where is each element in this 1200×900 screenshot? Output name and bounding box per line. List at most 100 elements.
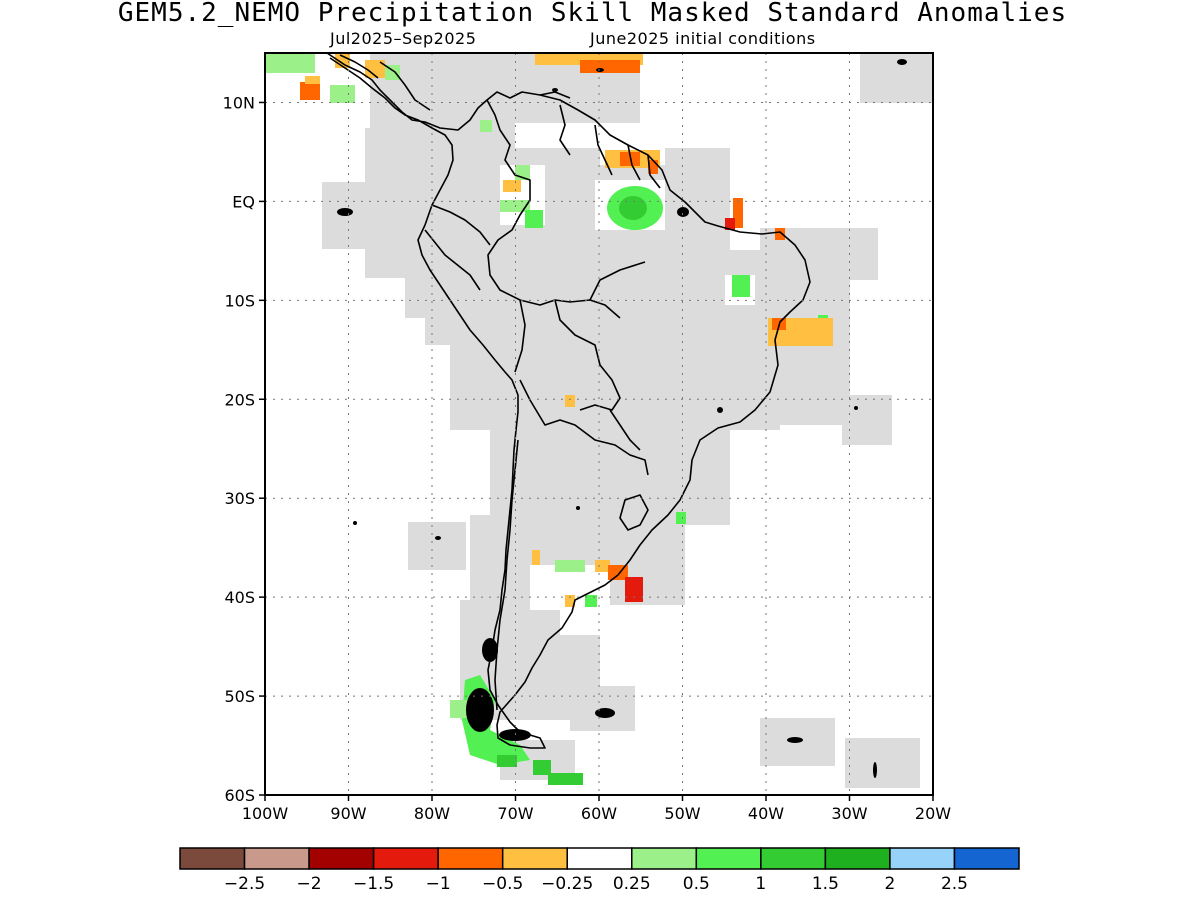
x-tick-label: 100W (242, 804, 289, 823)
islands (337, 59, 907, 778)
colorbar-swatch (179, 847, 246, 870)
x-tick-label: 80W (414, 804, 450, 823)
island (873, 762, 877, 778)
island (717, 407, 723, 413)
anomaly-patch (625, 577, 643, 602)
colorbar-swatch (631, 847, 698, 870)
country-border (647, 154, 661, 189)
y-tick-label: 10S (224, 291, 255, 310)
colorbar-label: 2.5 (941, 874, 968, 894)
colorbar: −2.5 −2 −1.5 −1 −0.5 −0.25 0.25 0.5 1 1.5 2 2.5 (179, 847, 1020, 894)
colorbar-label: −0.5 (482, 874, 523, 894)
colorbar-label: −1 (426, 874, 451, 894)
colorbar-swatch (953, 847, 1020, 870)
mask-region (490, 420, 730, 525)
country-border (431, 204, 491, 246)
anomaly-patch (648, 160, 658, 174)
x-tick-label: 60W (581, 804, 617, 823)
country-border (514, 299, 526, 373)
anomaly-patch (503, 180, 521, 192)
colorbar-label: −0.25 (541, 874, 593, 894)
island (435, 536, 441, 540)
anomaly-patch (305, 76, 320, 84)
anomaly-patch (533, 760, 551, 775)
colorbar-label: −2 (297, 874, 322, 894)
continent-coastline (326, 53, 811, 749)
mask-region (408, 522, 466, 570)
map-area (265, 53, 933, 795)
south-georgia-island (787, 737, 803, 743)
colorbar-label: 0.5 (683, 874, 710, 894)
falkland-islands (595, 708, 615, 718)
island (854, 406, 858, 410)
anomaly-patch (365, 60, 385, 78)
anomaly-patch (497, 755, 517, 767)
colorbar-label: 1.5 (812, 874, 839, 894)
y-tick-label: EQ (232, 192, 255, 211)
mask-region (845, 738, 920, 788)
country-border (589, 261, 646, 301)
y-tick-label: 20S (224, 390, 255, 409)
country-border (619, 494, 649, 531)
country-border (519, 379, 649, 476)
country-border (594, 124, 613, 176)
island (576, 506, 580, 510)
country-border (424, 229, 481, 291)
x-tick-label: 70W (497, 804, 533, 823)
y-tick-label: 30S (224, 489, 255, 508)
central-america-coast (379, 61, 431, 111)
colorbar-swatch (243, 847, 310, 870)
island (596, 68, 604, 72)
colorbar-swatch (501, 847, 568, 870)
anomaly-patch (595, 560, 610, 572)
country-border (494, 439, 519, 711)
colorbar-label: 2 (885, 874, 896, 894)
colorbar-label: −1.5 (353, 874, 394, 894)
x-tick-label: 20W (915, 804, 951, 823)
colorbar-label: 1 (755, 874, 766, 894)
anomaly-patch (450, 700, 468, 718)
central-america-coast (339, 54, 379, 79)
x-tick-label: 40W (748, 804, 784, 823)
anomaly-patch (733, 198, 743, 228)
country-border (486, 99, 621, 319)
forecast-period: Jul2025–Sep2025 (330, 29, 477, 48)
anomaly-patch (580, 60, 640, 73)
colorbar-swatch (566, 847, 633, 870)
island (677, 207, 689, 217)
island (353, 521, 357, 525)
x-tick-label: 90W (330, 804, 366, 823)
country-border (559, 104, 571, 156)
country-border (554, 299, 621, 411)
y-tick-label: 40S (224, 588, 255, 607)
anomaly-patch (676, 512, 686, 524)
anomaly-patch (585, 595, 597, 607)
mask-region (450, 330, 780, 430)
x-tick-label: 30W (831, 804, 867, 823)
map-title: GEM5.2_NEMO Precipitation Skill Masked S… (117, 0, 1068, 28)
y-tick-label: 60S (224, 786, 255, 805)
longitude-axis: 100W 90W 80W 70W 60W 50W 40W 30W 20W (242, 795, 951, 823)
island (897, 59, 907, 65)
island (552, 88, 558, 92)
y-tick-label: 50S (224, 687, 255, 706)
colorbar-swatch (760, 847, 827, 870)
anomaly-patch (775, 228, 785, 240)
colorbar-swatch (824, 847, 891, 870)
anomaly-patch (265, 53, 315, 73)
anomaly-patch (565, 595, 575, 607)
colorbar-label: 0.25 (613, 874, 651, 894)
coastlines (326, 53, 811, 749)
galapagos-islands (337, 208, 353, 216)
anomaly-patch (330, 85, 355, 103)
latitude-axis: 10N EQ 10S 20S 30S 40S 50S 60S (223, 93, 265, 805)
anomaly-patch (480, 120, 492, 132)
chilean-archipelago (482, 638, 498, 662)
initial-conditions-label: June2025 initial conditions (590, 29, 816, 48)
country-border (627, 144, 641, 181)
chilean-archipelago (466, 688, 494, 732)
mask-region (842, 395, 892, 445)
colorbar-swatch (308, 847, 375, 870)
anomaly-patch (525, 210, 543, 228)
